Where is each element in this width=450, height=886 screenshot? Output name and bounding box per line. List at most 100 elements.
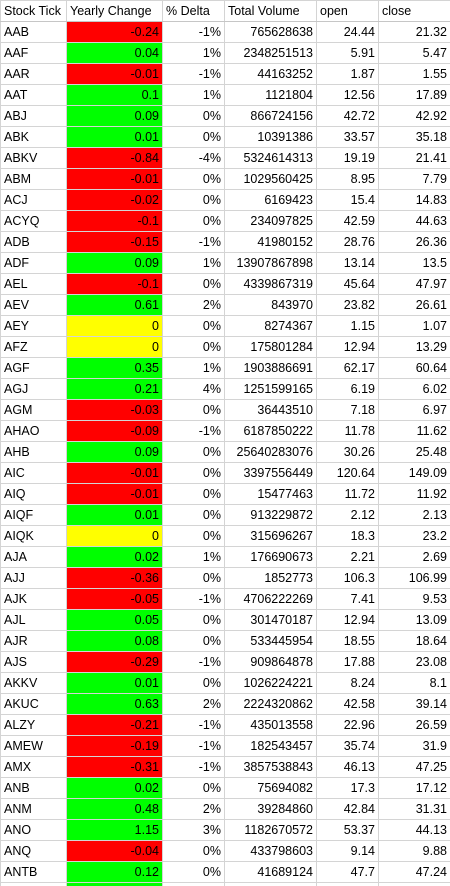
open-cell[interactable]: 12.94 — [316, 609, 379, 631]
open-cell[interactable]: 1.15 — [316, 315, 379, 337]
total-volume-cell[interactable]: 8274367 — [224, 315, 317, 337]
stock-tick-cell[interactable]: AEL — [0, 273, 67, 295]
stock-tick-cell[interactable]: AMX — [0, 756, 67, 778]
total-volume-cell[interactable]: 6169423 — [224, 189, 317, 211]
percent-delta-cell[interactable]: 0% — [162, 630, 225, 652]
total-volume-cell[interactable]: 1182670572 — [224, 819, 317, 841]
open-cell[interactable]: 9.14 — [316, 840, 379, 862]
percent-delta-cell[interactable]: 0% — [162, 336, 225, 358]
percent-delta-cell[interactable]: 0% — [162, 861, 225, 883]
total-volume-cell[interactable]: 1029560425 — [224, 168, 317, 190]
yearly-change-cell[interactable]: -0.01 — [66, 462, 163, 484]
open-cell[interactable]: 13.14 — [316, 252, 379, 274]
stock-tick-cell[interactable]: AJS — [0, 651, 67, 673]
close-cell[interactable]: 44.63 — [378, 210, 450, 232]
total-volume-cell[interactable]: 909864878 — [224, 651, 317, 673]
percent-delta-cell[interactable]: -1% — [162, 756, 225, 778]
yearly-change-cell[interactable]: 0.21 — [66, 378, 163, 400]
yearly-change-cell[interactable]: 0.02 — [66, 546, 163, 568]
yearly-change-cell[interactable]: -0.01 — [66, 483, 163, 505]
stock-tick-cell[interactable]: AIQ — [0, 483, 67, 505]
open-cell[interactable]: 5.91 — [316, 42, 379, 64]
yearly-change-cell[interactable]: -0.84 — [66, 147, 163, 169]
percent-delta-cell[interactable]: 1% — [162, 42, 225, 64]
percent-delta-cell[interactable]: 3% — [162, 819, 225, 841]
stock-tick-cell[interactable]: AMEW — [0, 735, 67, 757]
percent-delta-cell[interactable]: 0% — [162, 882, 225, 886]
stock-tick-cell[interactable]: AAB — [0, 21, 67, 43]
yearly-change-cell[interactable]: -0.31 — [66, 756, 163, 778]
stock-tick-cell[interactable]: ADF — [0, 252, 67, 274]
total-volume-cell[interactable]: 15477463 — [224, 483, 317, 505]
percent-delta-cell[interactable]: 0% — [162, 315, 225, 337]
percent-delta-cell[interactable]: 0% — [162, 609, 225, 631]
percent-delta-cell[interactable]: 2% — [162, 798, 225, 820]
open-cell[interactable]: 45.64 — [316, 273, 379, 295]
stock-tick-cell[interactable]: ACYQ — [0, 210, 67, 232]
total-volume-cell[interactable]: 44163252 — [224, 63, 317, 85]
total-volume-cell[interactable]: 435013558 — [224, 714, 317, 736]
close-cell[interactable]: 31.31 — [378, 798, 450, 820]
open-cell[interactable]: 33.57 — [316, 126, 379, 148]
header-close[interactable]: close — [378, 0, 450, 22]
open-cell[interactable]: 23.82 — [316, 294, 379, 316]
close-cell[interactable]: 26.36 — [378, 231, 450, 253]
stock-tick-cell[interactable]: AAT — [0, 84, 67, 106]
yearly-change-cell[interactable]: -0.01 — [66, 63, 163, 85]
percent-delta-cell[interactable]: 0% — [162, 168, 225, 190]
yearly-change-cell[interactable]: 0.13 — [66, 882, 163, 886]
open-cell[interactable]: 2.21 — [316, 546, 379, 568]
close-cell[interactable]: 9.88 — [378, 840, 450, 862]
percent-delta-cell[interactable]: 1% — [162, 546, 225, 568]
close-cell[interactable]: 149.09 — [378, 462, 450, 484]
close-cell[interactable]: 23.2 — [378, 525, 450, 547]
open-cell[interactable]: 7.18 — [316, 399, 379, 421]
stock-tick-cell[interactable]: ALZY — [0, 714, 67, 736]
percent-delta-cell[interactable]: -1% — [162, 420, 225, 442]
yearly-change-cell[interactable]: -0.03 — [66, 399, 163, 421]
close-cell[interactable]: 17.12 — [378, 777, 450, 799]
open-cell[interactable]: 17.88 — [316, 651, 379, 673]
total-volume-cell[interactable]: 39284860 — [224, 798, 317, 820]
open-cell[interactable]: 24.44 — [316, 21, 379, 43]
stock-tick-cell[interactable]: ANVE — [0, 882, 67, 886]
yearly-change-cell[interactable]: 0.01 — [66, 126, 163, 148]
total-volume-cell[interactable]: 1903886691 — [224, 357, 317, 379]
percent-delta-cell[interactable]: 0% — [162, 567, 225, 589]
stock-tick-cell[interactable]: ABJ — [0, 105, 67, 127]
yearly-change-cell[interactable]: -0.01 — [66, 168, 163, 190]
open-cell[interactable]: 22.96 — [316, 714, 379, 736]
stock-tick-cell[interactable]: AAF — [0, 42, 67, 64]
percent-delta-cell[interactable]: 0% — [162, 189, 225, 211]
close-cell[interactable]: 26.61 — [378, 294, 450, 316]
open-cell[interactable]: 12.94 — [316, 336, 379, 358]
stock-tick-cell[interactable]: AGJ — [0, 378, 67, 400]
total-volume-cell[interactable]: 765628638 — [224, 21, 317, 43]
header-percent-delta[interactable]: % Delta — [162, 0, 225, 22]
close-cell[interactable]: 47.25 — [378, 756, 450, 778]
percent-delta-cell[interactable]: 0% — [162, 273, 225, 295]
percent-delta-cell[interactable]: -1% — [162, 735, 225, 757]
total-volume-cell[interactable]: 843970 — [224, 294, 317, 316]
percent-delta-cell[interactable]: -1% — [162, 651, 225, 673]
percent-delta-cell[interactable]: 0% — [162, 210, 225, 232]
close-cell[interactable]: 21.32 — [378, 21, 450, 43]
yearly-change-cell[interactable]: 0.01 — [66, 504, 163, 526]
open-cell[interactable]: 106.3 — [316, 567, 379, 589]
stock-tick-cell[interactable]: AJL — [0, 609, 67, 631]
total-volume-cell[interactable]: 41689124 — [224, 861, 317, 883]
stock-tick-cell[interactable]: AEY — [0, 315, 67, 337]
percent-delta-cell[interactable]: 1% — [162, 357, 225, 379]
yearly-change-cell[interactable]: 0 — [66, 315, 163, 337]
open-cell[interactable]: 35.74 — [316, 735, 379, 757]
stock-tick-cell[interactable]: ABKV — [0, 147, 67, 169]
close-cell[interactable]: 1.55 — [378, 63, 450, 85]
close-cell[interactable]: 60.64 — [378, 357, 450, 379]
total-volume-cell[interactable]: 433798603 — [224, 840, 317, 862]
close-cell[interactable]: 18.64 — [378, 630, 450, 652]
stock-tick-cell[interactable]: AAR — [0, 63, 67, 85]
percent-delta-cell[interactable]: 2% — [162, 294, 225, 316]
percent-delta-cell[interactable]: 0% — [162, 399, 225, 421]
close-cell[interactable]: 17.89 — [378, 84, 450, 106]
open-cell[interactable]: 42.58 — [316, 693, 379, 715]
